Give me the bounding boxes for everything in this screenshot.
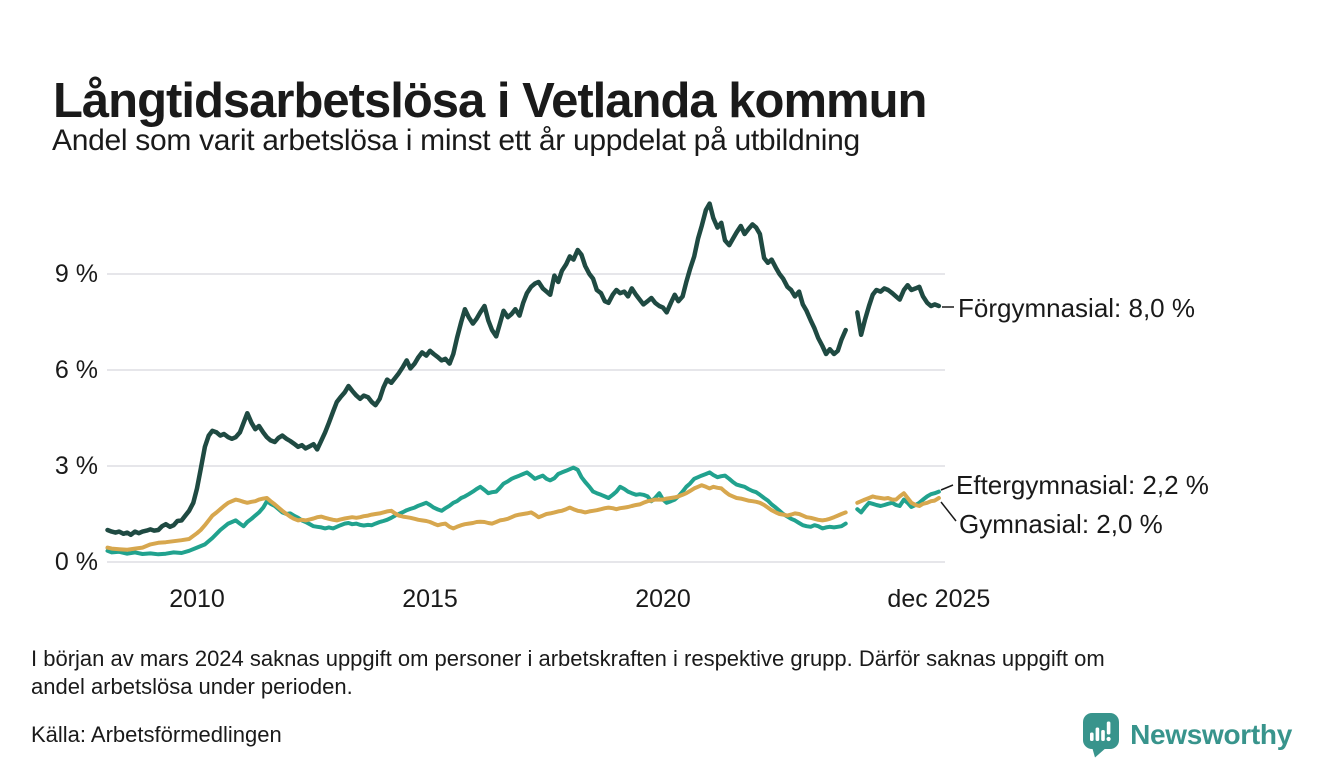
footnote-line-2: andel arbetslösa under perioden. [31,674,353,699]
y-tick-label: 9 % [54,260,98,288]
series-line-eftergymnasial [855,489,941,515]
source-note: Källa: Arbetsförmedlingen [31,722,282,747]
y-tick-label: 6 % [54,356,98,384]
y-tick-label: 3 % [54,452,98,480]
x-tick-label: dec 2025 [887,585,991,613]
series-line-forgymnasial [105,201,848,538]
series-line-forgymnasial [855,282,942,338]
label-connector [940,501,957,522]
series-label-gymnasial: Gymnasial: 2,0 % [959,509,1163,539]
x-tick-label: 2010 [169,585,225,613]
newsworthy-bubble-chart-icon [1083,713,1120,758]
page-title: Långtidsarbetslösa i Vetlanda kommun [53,73,927,128]
series-label-eftergymnasial: Eftergymnasial: 2,2 % [956,470,1209,500]
series-line-gymnasial [855,491,941,508]
label-connector [940,484,954,491]
x-tick-label: 2015 [402,585,458,613]
footnote-line-1: I början av mars 2024 saknas uppgift om … [31,646,1105,671]
page-subtitle: Andel som varit arbetslösa i minst ett å… [52,124,860,157]
series-label-forgymnasial: Förgymnasial: 8,0 % [958,293,1195,323]
newsworthy-wordmark: Newsworthy [1130,719,1292,750]
newsworthy-logo: Newsworthy [1082,712,1292,758]
x-tick-label: 2020 [635,585,691,613]
y-tick-label: 0 % [54,548,98,576]
footnote: I början av mars 2024 saknas uppgift om … [31,645,1105,701]
series-line-gymnasial [105,483,848,552]
